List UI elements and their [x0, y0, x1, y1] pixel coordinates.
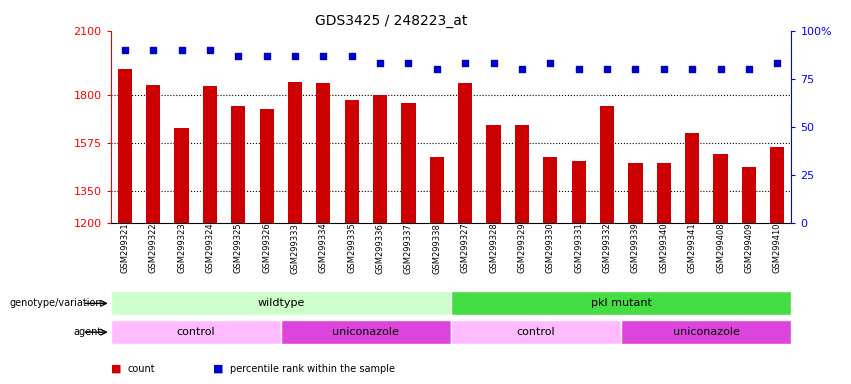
Text: GDS3425 / 248223_at: GDS3425 / 248223_at [315, 14, 467, 28]
Text: ■: ■ [111, 364, 121, 374]
Point [742, 66, 756, 72]
Point [572, 66, 585, 72]
Bar [111, 320, 281, 344]
Point [174, 47, 188, 53]
Point [515, 66, 528, 72]
Bar [203, 86, 217, 223]
Bar [146, 85, 160, 223]
Bar [317, 83, 330, 223]
Point [544, 60, 557, 66]
Point [487, 60, 500, 66]
Text: count: count [128, 364, 155, 374]
Bar [487, 124, 500, 223]
Point [260, 53, 273, 59]
Text: GSM299409: GSM299409 [745, 223, 753, 273]
Text: pkl mutant: pkl mutant [591, 298, 652, 308]
Text: GSM299339: GSM299339 [631, 223, 640, 273]
Text: GSM299323: GSM299323 [177, 223, 186, 273]
Point [345, 53, 358, 59]
Point [629, 66, 643, 72]
Bar [458, 83, 472, 223]
Text: uniconazole: uniconazole [333, 327, 399, 337]
Point [685, 66, 699, 72]
Text: control: control [517, 327, 556, 337]
Point [714, 66, 728, 72]
Bar [402, 103, 415, 223]
Bar [451, 291, 791, 316]
Text: GSM299335: GSM299335 [347, 223, 357, 273]
Point [317, 53, 330, 59]
Bar [657, 163, 671, 223]
Bar [451, 320, 621, 344]
Point [600, 66, 614, 72]
Text: GSM299408: GSM299408 [716, 223, 725, 273]
Text: GSM299340: GSM299340 [660, 223, 668, 273]
Text: GSM299324: GSM299324 [205, 223, 214, 273]
Text: agent: agent [74, 327, 102, 337]
Bar [770, 147, 785, 223]
Text: GSM299336: GSM299336 [375, 223, 385, 273]
Bar [600, 106, 614, 223]
Text: GSM299321: GSM299321 [120, 223, 129, 273]
Bar [742, 167, 756, 223]
Point [203, 47, 217, 53]
Bar [231, 106, 245, 223]
Point [770, 60, 784, 66]
Text: GSM299334: GSM299334 [319, 223, 328, 273]
Point [146, 47, 160, 53]
Text: genotype/variation: genotype/variation [9, 298, 102, 308]
Text: control: control [176, 327, 215, 337]
Bar [430, 157, 444, 223]
Text: GSM299338: GSM299338 [432, 223, 442, 273]
Text: GSM299329: GSM299329 [517, 223, 527, 273]
Text: GSM299410: GSM299410 [773, 223, 782, 273]
Bar [543, 157, 557, 223]
Point [374, 60, 387, 66]
Point [118, 47, 132, 53]
Point [430, 66, 443, 72]
Text: wildtype: wildtype [257, 298, 305, 308]
Text: GSM299332: GSM299332 [603, 223, 612, 273]
Bar [515, 124, 529, 223]
Point [288, 53, 302, 59]
Text: GSM299331: GSM299331 [574, 223, 583, 273]
Text: GSM299330: GSM299330 [545, 223, 555, 273]
Bar [260, 109, 274, 223]
Text: GSM299337: GSM299337 [404, 223, 413, 273]
Text: uniconazole: uniconazole [673, 327, 740, 337]
Bar [572, 161, 585, 223]
Bar [117, 69, 132, 223]
Text: GSM299326: GSM299326 [262, 223, 271, 273]
Bar [713, 154, 728, 223]
Point [657, 66, 671, 72]
Point [231, 53, 245, 59]
Text: GSM299327: GSM299327 [460, 223, 470, 273]
Bar [281, 320, 451, 344]
Point [459, 60, 472, 66]
Text: GSM299333: GSM299333 [290, 223, 300, 273]
Bar [685, 133, 700, 223]
Bar [111, 291, 451, 316]
Bar [373, 95, 387, 223]
Point [402, 60, 415, 66]
Text: GSM299322: GSM299322 [149, 223, 157, 273]
Bar [174, 128, 189, 223]
Bar [621, 320, 791, 344]
Bar [288, 82, 302, 223]
Bar [628, 163, 643, 223]
Text: GSM299325: GSM299325 [234, 223, 243, 273]
Bar [345, 100, 359, 223]
Text: GSM299328: GSM299328 [489, 223, 498, 273]
Text: ■: ■ [213, 364, 223, 374]
Text: GSM299341: GSM299341 [688, 223, 697, 273]
Text: percentile rank within the sample: percentile rank within the sample [230, 364, 395, 374]
